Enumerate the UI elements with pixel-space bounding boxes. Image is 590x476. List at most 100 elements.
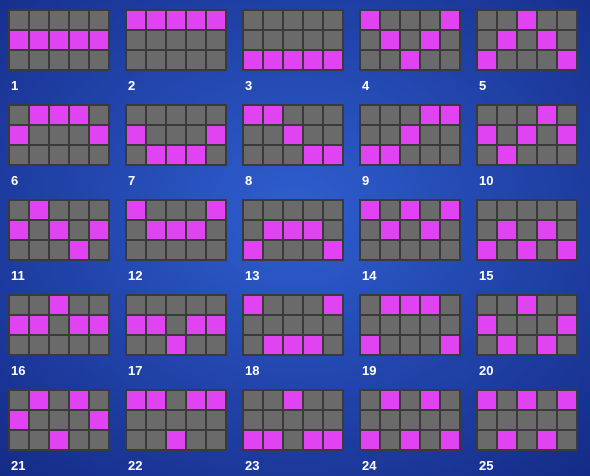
cell xyxy=(50,241,68,259)
payline: 17 xyxy=(125,294,227,378)
highlight-cell xyxy=(50,221,68,239)
cell xyxy=(10,106,28,124)
cell xyxy=(284,31,302,49)
payline-number: 3 xyxy=(245,78,252,93)
cell xyxy=(518,316,536,334)
cell xyxy=(284,296,302,314)
highlight-cell xyxy=(90,316,108,334)
cell xyxy=(264,31,282,49)
payline-number: 21 xyxy=(11,458,25,473)
cell xyxy=(324,316,342,334)
cell xyxy=(538,11,556,29)
cell xyxy=(284,146,302,164)
cell xyxy=(10,391,28,409)
cell xyxy=(518,51,536,69)
cell xyxy=(518,221,536,239)
cell xyxy=(441,296,459,314)
highlight-cell xyxy=(244,296,262,314)
payline: 3 xyxy=(242,9,344,93)
cell xyxy=(207,431,225,449)
highlight-cell xyxy=(207,316,225,334)
highlight-cell xyxy=(381,31,399,49)
cell xyxy=(207,241,225,259)
highlight-cell xyxy=(304,431,322,449)
payline: 20 xyxy=(476,294,578,378)
highlight-cell xyxy=(518,11,536,29)
cell xyxy=(147,241,165,259)
cell xyxy=(324,221,342,239)
cell xyxy=(264,11,282,29)
cell xyxy=(441,241,459,259)
cell xyxy=(538,391,556,409)
cell xyxy=(498,241,516,259)
cell xyxy=(381,316,399,334)
payline: 6 xyxy=(8,104,110,188)
payline-number: 15 xyxy=(479,268,493,283)
cell xyxy=(187,431,205,449)
highlight-cell xyxy=(304,221,322,239)
cell xyxy=(538,316,556,334)
cell xyxy=(244,146,262,164)
cell xyxy=(381,241,399,259)
highlight-cell xyxy=(401,126,419,144)
payline-number: 16 xyxy=(11,363,25,378)
payline-number: 17 xyxy=(128,363,142,378)
highlight-cell xyxy=(90,126,108,144)
payline-number: 1 xyxy=(11,78,18,93)
cell xyxy=(147,201,165,219)
highlight-cell xyxy=(304,146,322,164)
cell xyxy=(381,51,399,69)
cell xyxy=(558,336,576,354)
highlight-cell xyxy=(538,221,556,239)
cell xyxy=(284,431,302,449)
cell xyxy=(518,146,536,164)
cell xyxy=(478,336,496,354)
cell xyxy=(381,201,399,219)
highlight-cell xyxy=(264,106,282,124)
highlight-cell xyxy=(284,221,302,239)
cell xyxy=(244,11,262,29)
cell xyxy=(538,146,556,164)
cell xyxy=(441,391,459,409)
cell xyxy=(361,51,379,69)
highlight-cell xyxy=(324,296,342,314)
highlight-cell xyxy=(264,431,282,449)
cell xyxy=(207,221,225,239)
highlight-cell xyxy=(401,51,419,69)
cell xyxy=(421,201,439,219)
payline: 24 xyxy=(359,389,461,473)
highlight-cell xyxy=(361,146,379,164)
highlight-cell xyxy=(207,11,225,29)
cell xyxy=(50,336,68,354)
cell xyxy=(478,106,496,124)
highlight-cell xyxy=(361,431,379,449)
highlight-cell xyxy=(538,336,556,354)
highlight-cell xyxy=(284,126,302,144)
cell xyxy=(30,241,48,259)
highlight-cell xyxy=(478,51,496,69)
highlight-cell xyxy=(498,336,516,354)
highlight-cell xyxy=(10,316,28,334)
highlight-cell xyxy=(167,221,185,239)
highlight-cell xyxy=(50,296,68,314)
highlight-cell xyxy=(30,106,48,124)
cell xyxy=(127,336,145,354)
cell xyxy=(70,336,88,354)
highlight-cell xyxy=(167,336,185,354)
payline-number: 11 xyxy=(11,268,25,283)
highlight-cell xyxy=(441,336,459,354)
highlight-cell xyxy=(70,241,88,259)
payline: 19 xyxy=(359,294,461,378)
payline: 1 xyxy=(8,9,110,93)
cell xyxy=(324,11,342,29)
cell xyxy=(401,221,419,239)
cell xyxy=(187,411,205,429)
cell xyxy=(558,31,576,49)
highlight-cell xyxy=(538,431,556,449)
highlight-cell xyxy=(127,316,145,334)
payline-number: 12 xyxy=(128,268,142,283)
highlight-cell xyxy=(30,391,48,409)
highlight-cell xyxy=(284,51,302,69)
highlight-cell xyxy=(421,391,439,409)
highlight-cell xyxy=(187,11,205,29)
